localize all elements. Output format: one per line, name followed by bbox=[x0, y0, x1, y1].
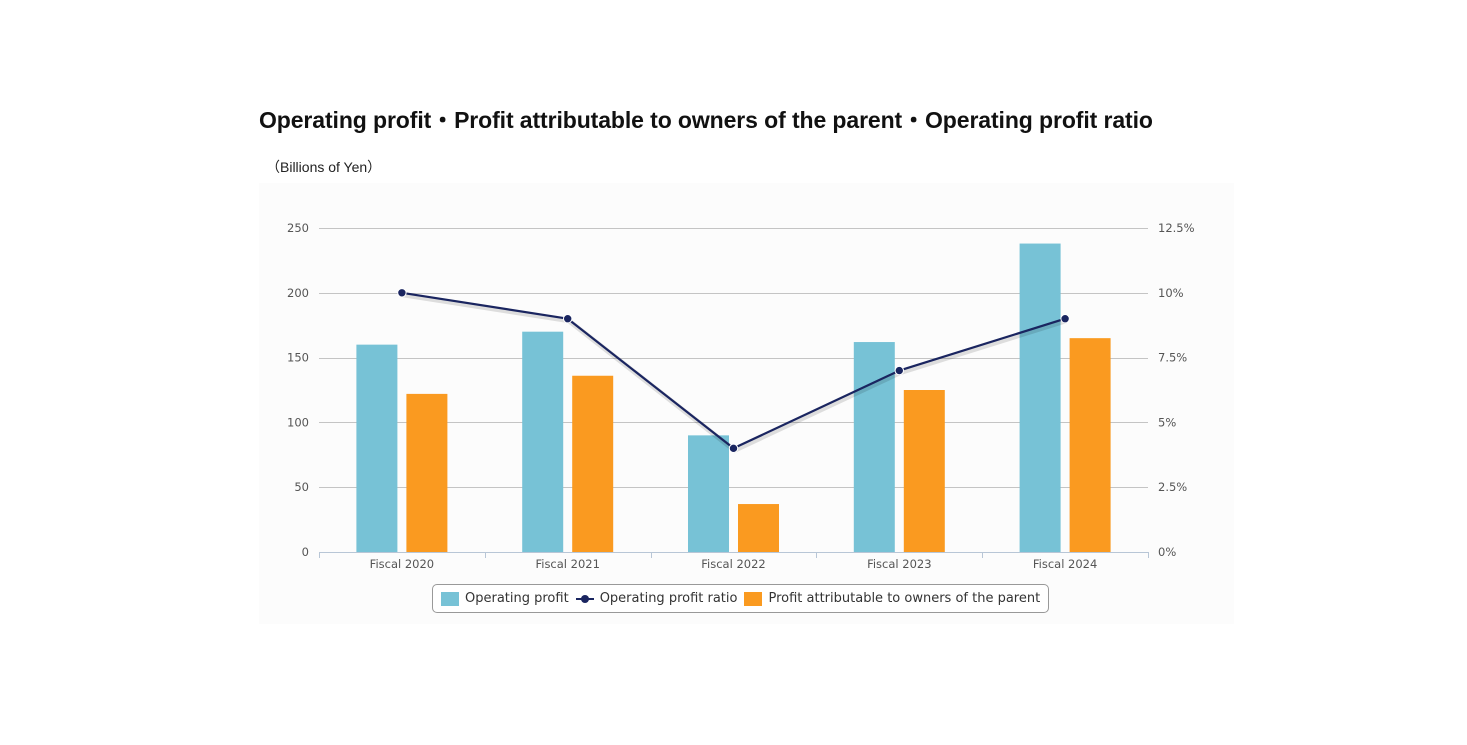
x-axis-tick-label: Fiscal 2022 bbox=[701, 557, 765, 571]
line-point-operating-profit-ratio bbox=[397, 288, 407, 298]
legend-item-operating-profit-ratio[interactable]: Operating profit ratio bbox=[575, 591, 738, 606]
combo-chart: 0 50 100 150 200 250 0% 2.5% 5% 7.5% 10% 12.5% Fisca… bbox=[287, 221, 1195, 571]
chart-legend: Operating profit Operating profit ratio … bbox=[432, 584, 1050, 613]
bar-profit-attributable-to-owners-of-the-parent bbox=[1069, 338, 1111, 552]
left-axis-tick-label: 150 bbox=[287, 351, 309, 365]
bar-profit-attributable-to-owners-of-the-parent bbox=[572, 375, 614, 552]
legend-label-operating-profit-ratio: Operating profit ratio bbox=[599, 591, 738, 606]
bar-profit-attributable-to-owners-of-the-parent bbox=[903, 390, 945, 552]
right-axis-tick-label: 5% bbox=[1158, 415, 1176, 429]
x-axis-tick-label: Fiscal 2021 bbox=[535, 557, 599, 571]
right-axis-tick-label: 2.5% bbox=[1158, 480, 1187, 494]
bar-profit-attributable-to-owners-of-the-parent bbox=[406, 393, 448, 552]
legend-label-operating-profit: Operating profit bbox=[465, 591, 569, 606]
bar-operating-profit bbox=[522, 331, 564, 552]
right-axis-tick-label: 12.5% bbox=[1158, 221, 1195, 235]
chart-panel: 0 50 100 150 200 250 0% 2.5% 5% 7.5% 10% 12.5% Fisca… bbox=[259, 183, 1234, 624]
line-point-operating-profit-ratio bbox=[1060, 314, 1070, 324]
bar-operating-profit bbox=[688, 435, 729, 552]
right-axis-tick-label: 7.5% bbox=[1158, 351, 1187, 365]
left-axis-tick-label: 250 bbox=[287, 221, 309, 235]
left-axis-tick-label: 0 bbox=[302, 545, 309, 559]
left-axis-tick-label: 100 bbox=[287, 415, 309, 429]
bar-operating-profit bbox=[1019, 243, 1061, 552]
unit-label: （Billions of Yen） bbox=[266, 159, 382, 175]
bar-operating-profit bbox=[356, 344, 398, 552]
legend-label-profit-attributable: Profit attributable to owners of the par… bbox=[768, 591, 1041, 606]
right-axis-tick-label: 0% bbox=[1158, 545, 1176, 559]
line-point-operating-profit-ratio bbox=[894, 365, 904, 376]
legend-item-profit-attributable[interactable]: Profit attributable to owners of the par… bbox=[744, 591, 1040, 606]
x-axis-tick-label: Fiscal 2020 bbox=[370, 557, 434, 571]
line-point-operating-profit-ratio bbox=[563, 314, 573, 324]
legend-item-operating-profit[interactable]: Operating profit bbox=[441, 591, 569, 606]
page-title: Operating profit・Profit attributable to … bbox=[259, 107, 1153, 133]
left-axis-tick-label: 200 bbox=[287, 286, 309, 300]
legend-swatch-profit-attributable bbox=[744, 591, 763, 606]
bar-operating-profit bbox=[853, 342, 895, 552]
line-series-shadow bbox=[402, 292, 1067, 454]
bar-profit-attributable-to-owners-of-the-parent bbox=[738, 504, 779, 552]
line-point-operating-profit-ratio bbox=[728, 443, 739, 454]
legend-swatch-operating-profit bbox=[441, 591, 459, 606]
x-axis-tick-label: Fiscal 2023 bbox=[867, 557, 931, 571]
right-axis-tick-label: 10% bbox=[1158, 286, 1184, 300]
line-operating-profit-ratio bbox=[401, 291, 1066, 450]
left-axis-tick-label: 50 bbox=[294, 480, 309, 494]
legend-line-marker-icon bbox=[575, 594, 594, 603]
x-axis-tick-label: Fiscal 2024 bbox=[1033, 557, 1097, 571]
